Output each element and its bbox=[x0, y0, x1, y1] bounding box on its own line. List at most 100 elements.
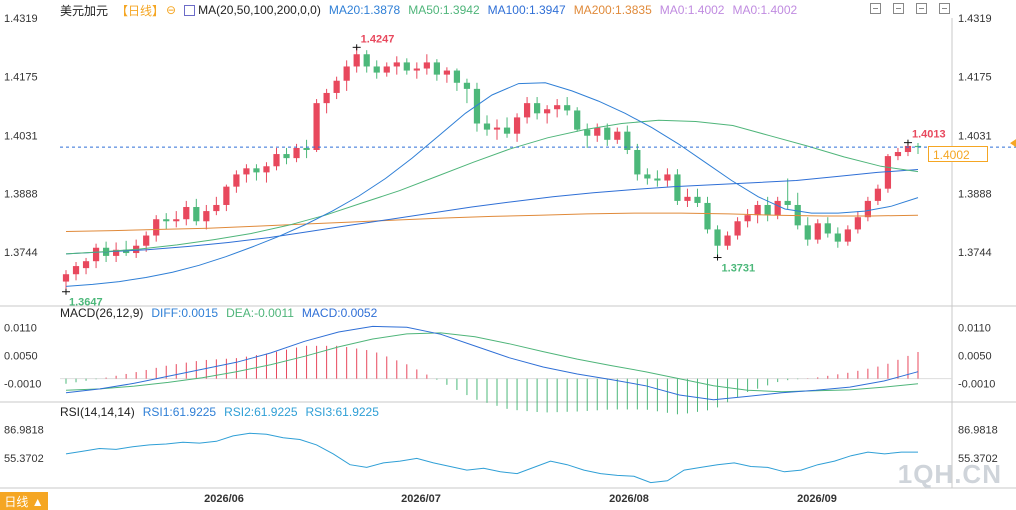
candle-body bbox=[203, 211, 210, 222]
macd-diff-line bbox=[65, 325, 919, 401]
price-tick-left: 1.4031 bbox=[4, 130, 38, 142]
candle-body bbox=[604, 127, 611, 140]
candle bbox=[814, 219, 821, 244]
symbol-name: 美元加元 bbox=[60, 3, 109, 18]
candle-body bbox=[263, 166, 270, 173]
candle-body bbox=[834, 233, 841, 242]
candle bbox=[854, 211, 861, 234]
macd-value: MACD:0.0052 bbox=[301, 306, 378, 320]
candle bbox=[674, 169, 681, 205]
candle-body bbox=[814, 223, 821, 240]
candle-body bbox=[323, 92, 330, 104]
current-price-tag: 1.4002 bbox=[928, 146, 988, 162]
candle bbox=[333, 76, 340, 100]
candle-body bbox=[624, 131, 631, 150]
candle bbox=[183, 200, 190, 226]
candle-body bbox=[533, 103, 541, 114]
candle bbox=[844, 225, 851, 246]
candle-body bbox=[594, 127, 601, 136]
candle-body bbox=[243, 168, 250, 175]
candle bbox=[634, 143, 641, 181]
candle-body bbox=[904, 145, 912, 153]
candle bbox=[323, 88, 330, 114]
settings-icon[interactable]: ⊖ bbox=[166, 3, 177, 17]
expand-icon[interactable] bbox=[893, 3, 904, 14]
candle bbox=[153, 215, 160, 242]
candle-body bbox=[403, 62, 410, 71]
candle-body bbox=[183, 207, 190, 220]
candle bbox=[453, 68, 461, 91]
ma20-line bbox=[65, 82, 919, 287]
candle bbox=[123, 240, 130, 256]
candle bbox=[774, 196, 781, 220]
price-tick-right: 1.4031 bbox=[958, 130, 992, 142]
period-tab[interactable]: 日线 ▲ bbox=[0, 492, 48, 510]
candle bbox=[584, 123, 591, 148]
candle-body bbox=[694, 196, 701, 203]
candle-body bbox=[213, 204, 220, 212]
candle bbox=[734, 217, 741, 240]
watermark: 1QH.CN bbox=[897, 459, 1002, 489]
rsi1-value: RSI1:61.9225 bbox=[142, 405, 217, 419]
candle-body bbox=[584, 129, 591, 136]
candle-body bbox=[343, 66, 350, 81]
period-label[interactable]: 【日线】 bbox=[116, 3, 165, 18]
candle bbox=[233, 170, 240, 193]
candle bbox=[554, 99, 561, 118]
candle-body bbox=[664, 174, 671, 181]
candle bbox=[383, 62, 390, 77]
candle-body bbox=[764, 204, 771, 216]
candle bbox=[463, 78, 471, 104]
candle-body bbox=[72, 266, 80, 275]
macd-dea: DEA:-0.0011 bbox=[226, 306, 294, 320]
candle-body bbox=[423, 62, 430, 69]
candle-body bbox=[333, 80, 340, 93]
candle-body bbox=[874, 188, 882, 201]
candle bbox=[393, 56, 400, 75]
candle-body bbox=[744, 215, 751, 222]
close-icon[interactable] bbox=[939, 3, 950, 14]
candle bbox=[894, 147, 902, 161]
candle bbox=[493, 119, 501, 140]
candle bbox=[754, 200, 761, 224]
candle bbox=[564, 97, 571, 116]
candle-body bbox=[684, 196, 691, 201]
minus-icon[interactable] bbox=[870, 3, 881, 14]
candle-body bbox=[113, 249, 120, 256]
rsi-label: RSI(14,14,14) bbox=[60, 405, 135, 419]
ma-indicator-icon[interactable] bbox=[184, 4, 196, 16]
candle-body bbox=[313, 103, 320, 150]
candle-body bbox=[233, 174, 240, 187]
candle bbox=[363, 50, 370, 73]
candle bbox=[664, 168, 671, 187]
candle-body bbox=[704, 202, 711, 230]
candle bbox=[433, 59, 440, 81]
price-tick-left: 1.4175 bbox=[4, 72, 38, 84]
ma200-line bbox=[65, 212, 919, 232]
candle-body bbox=[774, 200, 781, 216]
ma100-line bbox=[65, 169, 919, 255]
candle bbox=[173, 211, 180, 228]
candle bbox=[824, 217, 831, 238]
candle-body bbox=[544, 109, 551, 114]
rsi2-value: RSI2:61.9225 bbox=[224, 405, 298, 419]
candle bbox=[704, 196, 711, 234]
ma0-value-b: MA0:1.4002 bbox=[732, 3, 798, 17]
macd-tick-right: 0.0050 bbox=[958, 350, 992, 362]
annotation-label: 1.3731 bbox=[722, 263, 756, 275]
date-tick-label: 2026/06 bbox=[204, 493, 244, 505]
restore-icon[interactable] bbox=[916, 3, 927, 14]
candle bbox=[62, 270, 70, 292]
candle bbox=[914, 143, 922, 155]
candle bbox=[293, 143, 300, 163]
macd-diff: DIFF:0.0015 bbox=[151, 306, 219, 320]
candle bbox=[874, 184, 882, 205]
price-tick-left: 1.4319 bbox=[4, 13, 38, 25]
candle bbox=[92, 243, 100, 269]
candle-body bbox=[62, 274, 70, 282]
candle bbox=[313, 99, 320, 153]
candle bbox=[303, 139, 310, 159]
annotation-label: 1.4247 bbox=[361, 33, 395, 45]
candle-body bbox=[884, 156, 892, 189]
candle bbox=[513, 113, 521, 142]
